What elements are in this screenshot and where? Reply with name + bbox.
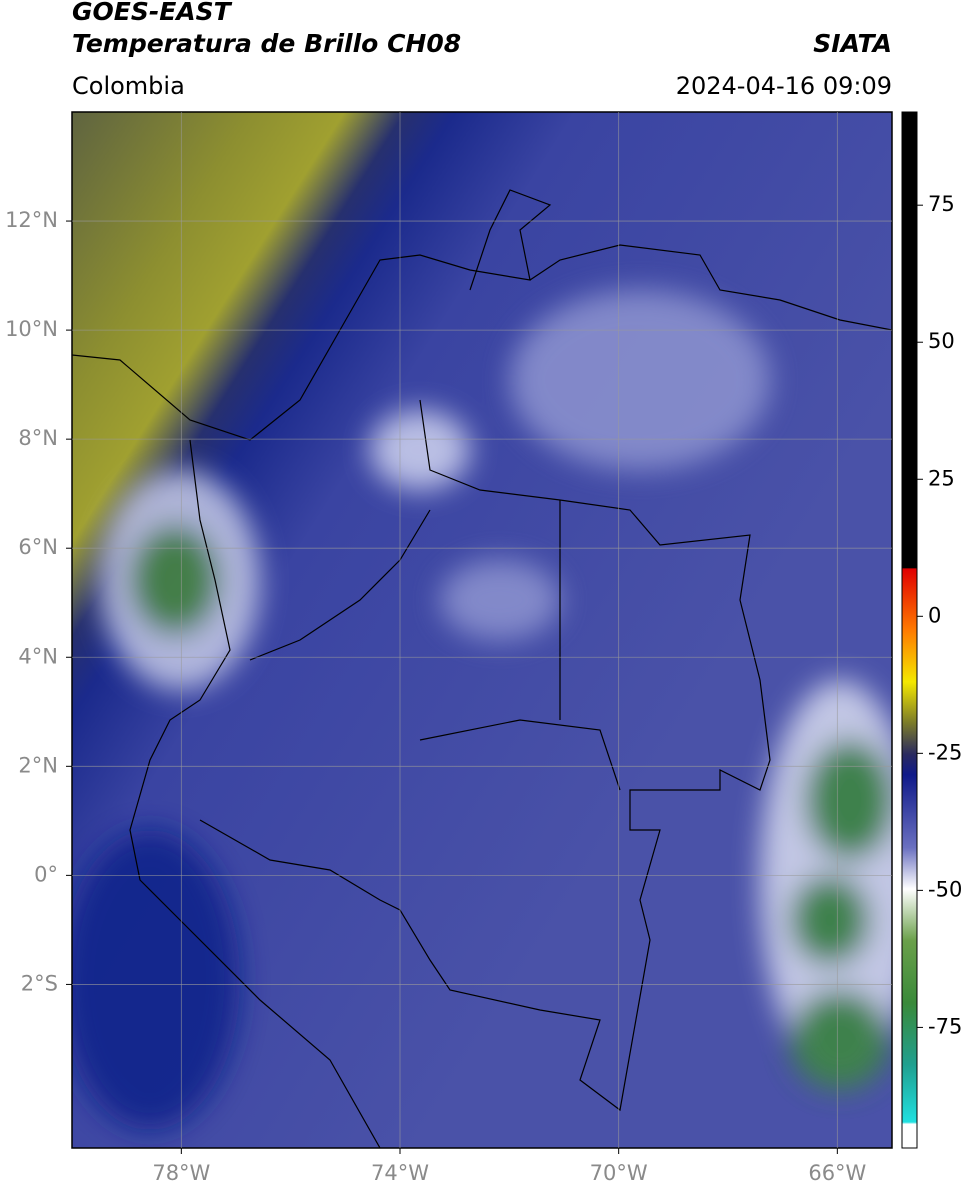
y-tick-label: 6°N xyxy=(18,535,58,559)
y-tick-label: 0° xyxy=(34,862,58,886)
x-tick-label: 78°W xyxy=(152,1161,210,1185)
y-tick-label: 4°N xyxy=(18,644,58,668)
colorbar-tick-label: 75 xyxy=(928,192,955,216)
y-tick-label: 2°S xyxy=(21,971,58,995)
map-frame xyxy=(71,111,893,1149)
y-tick-label: 10°N xyxy=(5,317,58,341)
title: GOES-EAST xyxy=(72,0,233,26)
satellite-image xyxy=(72,112,892,1148)
colorbar-tick-label: -50 xyxy=(928,877,962,901)
region: Colombia xyxy=(72,72,185,100)
datetime: 2024-04-16 09:09 xyxy=(676,72,892,100)
colorbar-tick-label: 25 xyxy=(928,466,955,490)
colorbar xyxy=(901,111,918,1149)
colorbar-tick-label: 50 xyxy=(928,329,955,353)
x-tick-label: 66°W xyxy=(808,1161,866,1185)
x-tick-label: 70°W xyxy=(590,1161,648,1185)
colorbar-tick-label: 0 xyxy=(928,603,941,627)
colorbar-tick-label: -25 xyxy=(928,740,962,764)
y-tick-label: 2°N xyxy=(18,753,58,777)
subtitle: Temperatura de Brillo CH08 xyxy=(72,29,461,58)
y-tick-label: 8°N xyxy=(18,426,58,450)
x-tick-label: 74°W xyxy=(371,1161,429,1185)
source: SIATA xyxy=(813,29,892,58)
colorbar-tick-label: -75 xyxy=(928,1014,962,1038)
y-tick-label: 12°N xyxy=(5,208,58,232)
